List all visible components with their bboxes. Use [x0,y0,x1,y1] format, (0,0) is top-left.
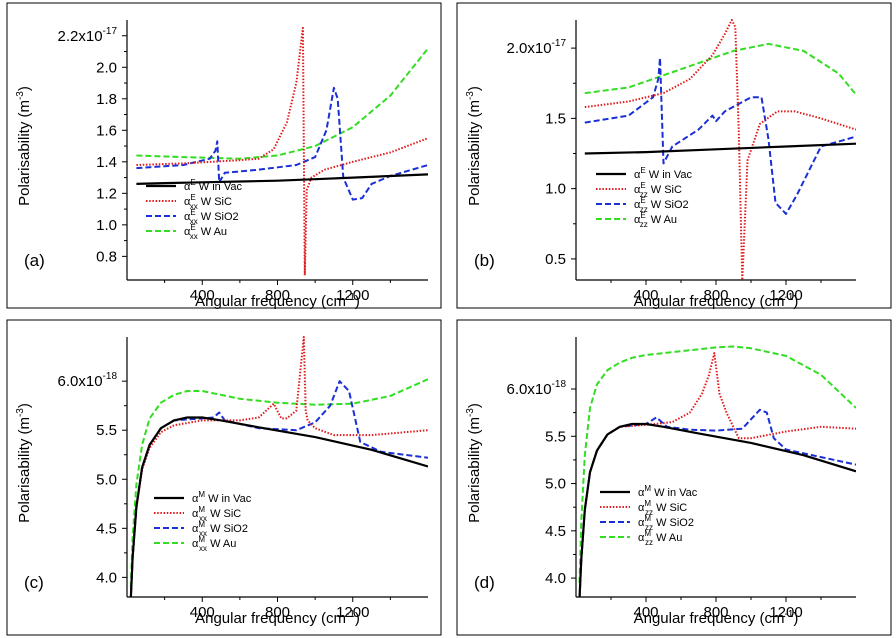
y-tick-label: 0.5 [545,251,566,268]
legend-entry: αM zz W SiC [638,499,687,517]
series-line-au [129,378,428,588]
legend-entry: αM W in Vac [638,484,698,499]
y-tick-label: 1.2 [96,185,117,202]
legend-entry: αE zz W Au [634,211,677,229]
legend-entry: αM xx W SiC [192,505,241,523]
x-tick-label: 800 [265,604,290,621]
series-line-sio2 [136,86,428,201]
panel-label: (a) [24,251,45,270]
x-axis-label: Angular frequency (cm-1) [195,292,360,310]
y-tick-label: 2.0x10-17 [507,38,567,57]
legend-entry: αM xx W SiO2 [192,520,248,538]
legend-entry: αE zz W SiO2 [634,196,689,214]
panel-label: (d) [474,573,495,592]
legend-entry: αM zz W Au [638,529,682,547]
x-tick-label: 400 [190,287,215,304]
y-tick-label: 4.5 [545,523,566,540]
legend-entry: αE xx W Au [184,223,227,241]
x-axis-label: Angular frequency (cm-1) [634,609,799,627]
y-axis-label: Polarisability (m-3) [15,403,33,523]
series-line-sic [578,352,856,597]
x-tick-label: 1200 [769,604,802,621]
y-tick-label: 0.8 [96,248,117,265]
y-tick-label: 2.0 [96,59,117,76]
x-tick-label: 800 [265,287,290,304]
panel-label: (c) [24,573,44,592]
panel-frame [456,2,892,309]
series-line-sio2 [578,408,856,597]
series-line-vac [136,173,428,185]
y-tick-label: 5.0 [96,471,117,488]
panel-a: 2.2x10-17 2.0 1.8 1.6 1.4 1.2 1.0 0.8 400 800 1200… [6,2,442,310]
legend-entry: αM zz W SiO2 [638,514,694,532]
y-tick-label: 5.5 [545,428,566,445]
legend-entry: αE W in Vac [184,178,242,193]
series-line-sic [136,26,428,277]
legend-entry: αM xx W Au [192,535,236,553]
y-tick-label: 1.5 [545,110,566,127]
y-tick-label: 1.6 [96,122,117,139]
series-line-au [578,345,856,583]
legend-entry: αE zz W SiC [634,181,682,199]
panel-frame [456,319,892,636]
series-line-au [136,47,428,160]
panel-label: (b) [474,251,495,270]
x-tick-label: 1200 [769,287,802,304]
legend-entry: αM W in Vac [192,490,252,505]
y-tick-label: 5.0 [545,476,566,493]
panel-frame [6,319,442,636]
series-line-vac [584,142,856,155]
y-axis-label: Polarisability (m-3) [465,403,483,523]
y-tick-label: 5.5 [96,422,117,439]
y-tick-label: 4.0 [545,570,566,587]
y-tick-label: 6.0x10-18 [58,371,118,390]
series-line-vac [129,416,428,597]
x-tick-label: 400 [633,287,658,304]
series-line-vac [578,422,856,597]
y-tick-label: 2.2x10-17 [58,26,118,45]
series-line-sic [584,19,856,280]
series-line-sio2 [584,56,856,215]
y-axis-label: Polarisability (m-3) [15,86,33,206]
series-line-au [584,42,856,96]
legend-entry: αE xx W SiC [184,193,232,211]
panel-frame [6,2,442,309]
y-tick-label: 6.0x10-18 [507,379,567,398]
x-tick-label: 1200 [336,604,369,621]
series-line-sic [129,336,428,597]
y-tick-label: 4.5 [96,520,117,537]
y-tick-label: 4.0 [96,569,117,586]
legend-entry: αE W in Vac [634,166,692,181]
x-tick-label: 800 [703,604,728,621]
x-axis-label: Angular frequency (cm-1) [195,609,360,627]
y-tick-label: 1.8 [96,91,117,108]
x-tick-label: 400 [190,604,215,621]
y-axis-label: Polarisability (m-3) [465,86,483,206]
x-tick-label: 800 [703,287,728,304]
y-tick-label: 1.0 [96,217,117,234]
legend-entry: αE xx W SiO2 [184,208,239,226]
x-tick-label: 1200 [336,287,369,304]
x-axis-label: Angular frequency (cm-1) [634,292,799,310]
y-tick-label: 1.4 [96,154,117,171]
x-tick-label: 400 [633,604,658,621]
y-tick-label: 1.0 [545,181,566,198]
